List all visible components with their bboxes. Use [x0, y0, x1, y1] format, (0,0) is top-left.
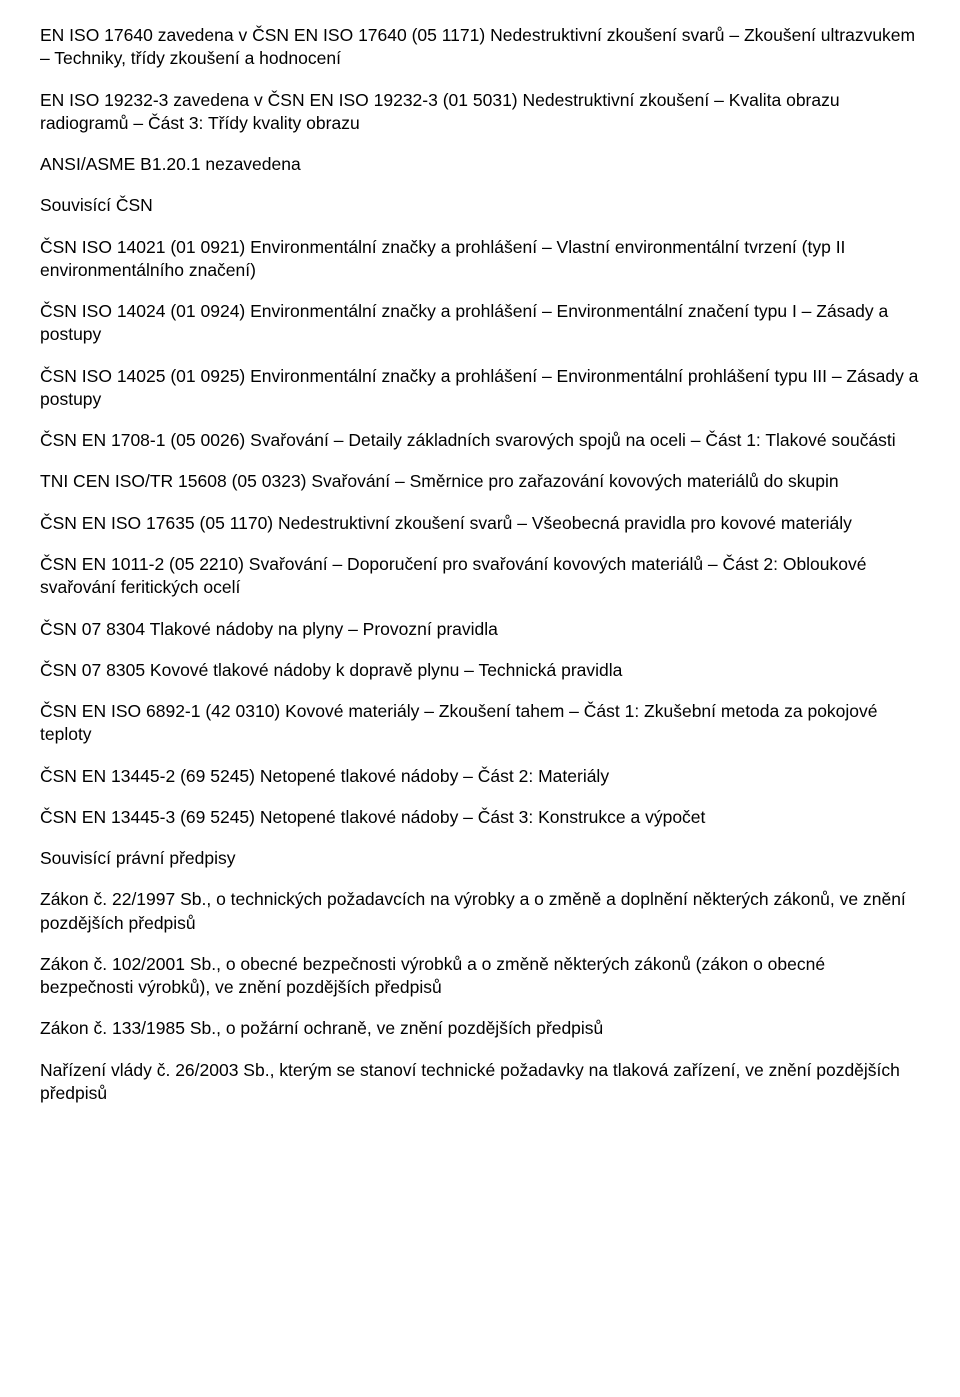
paragraph: ČSN 07 8305 Kovové tlakové nádoby k dopr… — [40, 659, 920, 682]
paragraph: ČSN EN 1011-2 (05 2210) Svařování – Dopo… — [40, 553, 920, 600]
paragraph: ČSN ISO 14025 (01 0925) Environmentální … — [40, 365, 920, 412]
paragraph: ČSN EN ISO 17635 (05 1170) Nedestruktivn… — [40, 512, 920, 535]
paragraph: ČSN 07 8304 Tlakové nádoby na plyny – Pr… — [40, 618, 920, 641]
paragraph: TNI CEN ISO/TR 15608 (05 0323) Svařování… — [40, 470, 920, 493]
paragraph: Zákon č. 133/1985 Sb., o požární ochraně… — [40, 1017, 920, 1040]
paragraph: ČSN EN 13445-2 (69 5245) Netopené tlakov… — [40, 765, 920, 788]
paragraph: Zákon č. 102/2001 Sb., o obecné bezpečno… — [40, 953, 920, 1000]
paragraph: ČSN EN 1708-1 (05 0026) Svařování – Deta… — [40, 429, 920, 452]
paragraph: EN ISO 17640 zavedena v ČSN EN ISO 17640… — [40, 24, 920, 71]
document-body: EN ISO 17640 zavedena v ČSN EN ISO 17640… — [40, 24, 920, 1105]
paragraph: ČSN ISO 14024 (01 0924) Environmentální … — [40, 300, 920, 347]
paragraph: EN ISO 19232-3 zavedena v ČSN EN ISO 192… — [40, 89, 920, 136]
paragraph: Souvisící ČSN — [40, 194, 920, 217]
paragraph: ČSN EN 13445-3 (69 5245) Netopené tlakov… — [40, 806, 920, 829]
paragraph: ČSN EN ISO 6892-1 (42 0310) Kovové mater… — [40, 700, 920, 747]
paragraph: Zákon č. 22/1997 Sb., o technických poža… — [40, 888, 920, 935]
paragraph: Nařízení vlády č. 26/2003 Sb., kterým se… — [40, 1059, 920, 1106]
paragraph: ČSN ISO 14021 (01 0921) Environmentální … — [40, 236, 920, 283]
paragraph: Souvisící právní předpisy — [40, 847, 920, 870]
paragraph: ANSI/ASME B1.20.1 nezavedena — [40, 153, 920, 176]
